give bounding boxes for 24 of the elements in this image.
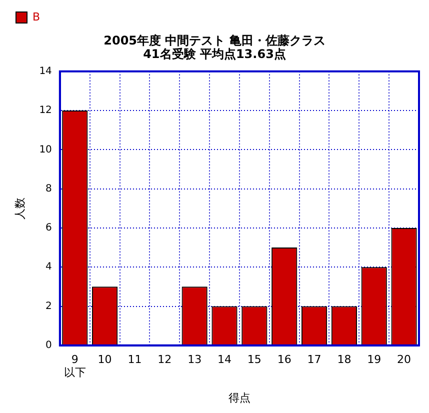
x-tick-label: 13	[188, 352, 202, 366]
x-tick-label: 9 以下	[64, 352, 86, 380]
y-tick-label: 2	[46, 300, 52, 312]
x-tick-label: 16	[277, 352, 292, 366]
x-tick-label: 19	[367, 352, 382, 366]
chart-title: 2005年度 中間テスト 亀田・佐藤クラス 41名受験 平均点13.63点	[104, 34, 326, 61]
y-tick-label: 14	[39, 66, 52, 77]
x-tick-label: 11	[128, 352, 142, 366]
x-tick-label: 20	[397, 352, 412, 366]
x-tick-label: 17	[307, 352, 322, 366]
y-tick-label: 6	[46, 222, 52, 234]
y-tick-label: 4	[46, 262, 52, 273]
y-tick-label: 8	[46, 183, 52, 194]
x-tick-label: 18	[337, 352, 352, 366]
x-tick-label: 14	[218, 352, 232, 366]
y-tick-label: 12	[39, 105, 52, 116]
legend-label: B	[32, 10, 40, 24]
x-tick-label: 10	[98, 352, 112, 366]
x-axis-title: 得点	[228, 391, 250, 404]
x-tick-label: 12	[158, 352, 172, 366]
y-axis-title: 人数	[13, 197, 26, 220]
x-tick-label: 15	[247, 352, 262, 366]
y-tick-label: 0	[46, 340, 52, 351]
y-tick-label: 10	[39, 144, 52, 156]
